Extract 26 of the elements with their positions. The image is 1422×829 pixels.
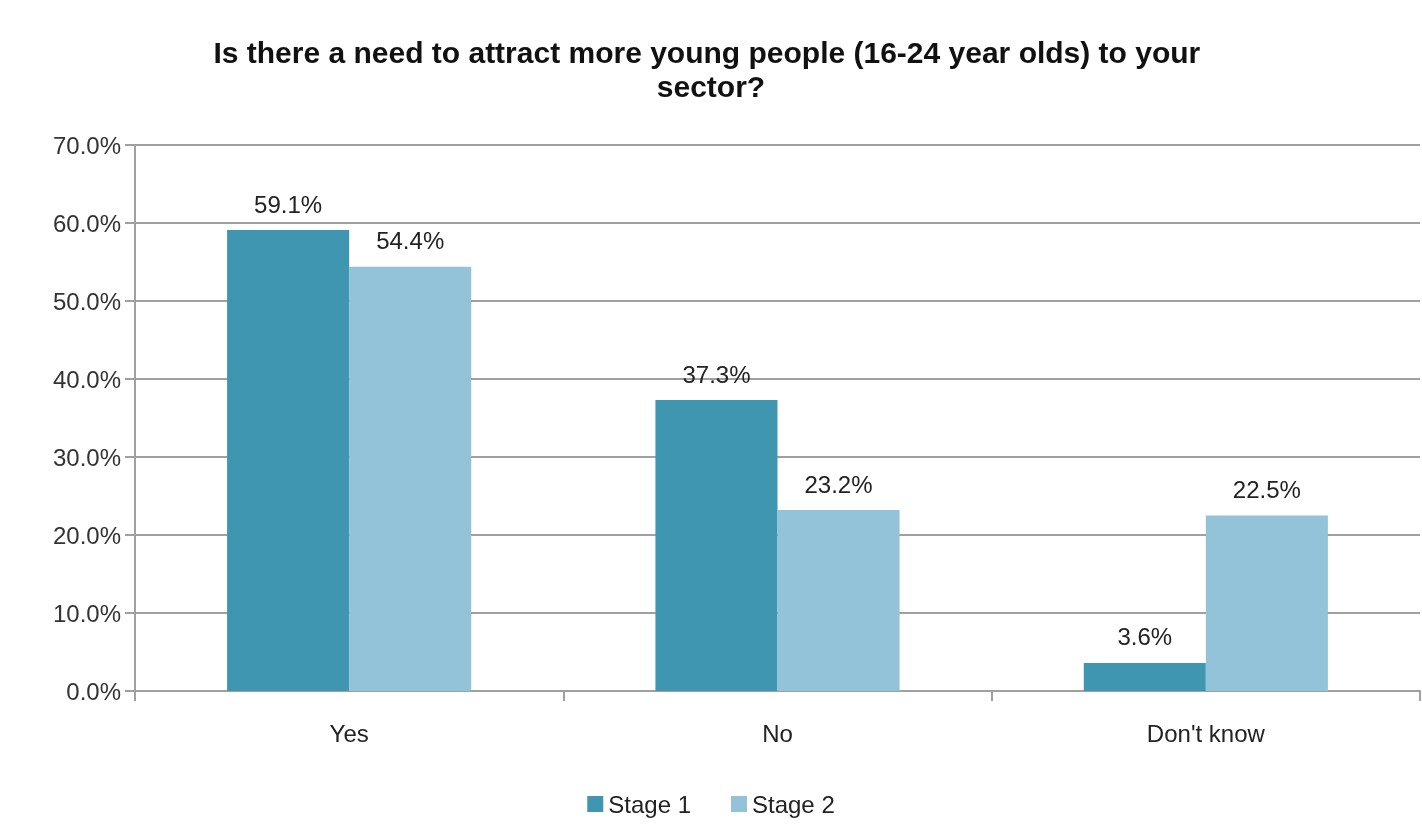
data-label: 22.5% [1232, 476, 1301, 503]
bar [655, 400, 778, 691]
bar [1205, 515, 1328, 691]
legend-label: Stage 2 [752, 790, 835, 818]
data-label: 54.4% [376, 227, 445, 255]
y-tick-label: 30.0% [52, 443, 121, 471]
x-tick-label: Yes [329, 719, 369, 747]
x-tick-label: No [762, 719, 793, 747]
data-label: 37.3% [682, 360, 751, 388]
y-tick-label: 0.0% [66, 677, 121, 705]
bar [227, 230, 350, 691]
bar [777, 510, 900, 691]
y-tick-label: 50.0% [52, 287, 121, 315]
x-tick-label: Don't know [1146, 719, 1266, 747]
y-tick-label: 60.0% [52, 209, 121, 237]
data-label: 3.6% [1117, 623, 1173, 651]
chart-title: Is there a need to attract more young people (16-24 year olds) to your sector? [213, 35, 1209, 103]
bar [349, 266, 472, 691]
y-tick-label: 20.0% [52, 521, 121, 549]
data-label: 59.1% [254, 190, 323, 218]
y-tick-label: 10.0% [52, 599, 121, 627]
data-label: 23.2% [804, 470, 873, 498]
y-tick-label: 40.0% [52, 365, 121, 393]
bar [1083, 662, 1206, 691]
y-tick-label: 70.0% [52, 131, 121, 159]
legend-label: Stage 1 [608, 790, 691, 818]
